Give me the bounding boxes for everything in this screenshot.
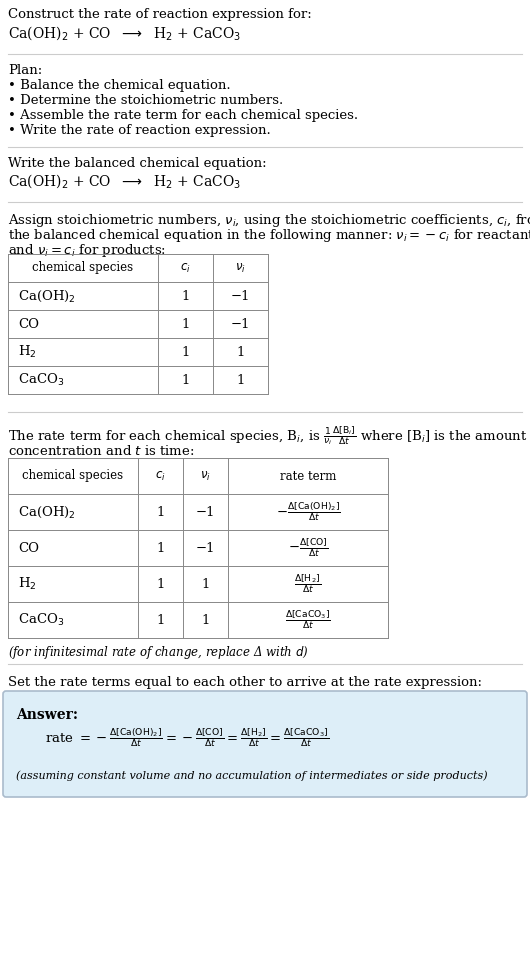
Text: • Determine the stoichiometric numbers.: • Determine the stoichiometric numbers.: [8, 94, 283, 107]
Text: −1: −1: [231, 290, 250, 303]
Text: • Write the rate of reaction expression.: • Write the rate of reaction expression.: [8, 124, 271, 137]
Text: Ca(OH)$_2$ + CO  $\longrightarrow$  H$_2$ + CaCO$_3$: Ca(OH)$_2$ + CO $\longrightarrow$ H$_2$ …: [8, 172, 241, 189]
Text: $\nu_i$: $\nu_i$: [235, 262, 246, 274]
Text: 1: 1: [156, 542, 165, 554]
Text: CaCO$_3$: CaCO$_3$: [18, 372, 64, 388]
Text: CaCO$_3$: CaCO$_3$: [18, 612, 64, 628]
Text: −1: −1: [196, 506, 215, 518]
Text: 1: 1: [181, 290, 190, 303]
Text: 1: 1: [201, 614, 210, 627]
Text: 1: 1: [156, 578, 165, 590]
Text: Ca(OH)$_2$ + CO  $\longrightarrow$  H$_2$ + CaCO$_3$: Ca(OH)$_2$ + CO $\longrightarrow$ H$_2$ …: [8, 24, 241, 42]
Text: rate term: rate term: [280, 469, 336, 482]
Text: rate $= -\frac{\Delta[\mathrm{Ca(OH)_2}]}{\Delta t} = -\frac{\Delta[\mathrm{CO}]: rate $= -\frac{\Delta[\mathrm{Ca(OH)_2}]…: [45, 726, 329, 749]
Text: chemical species: chemical species: [32, 262, 134, 274]
Text: H$_2$: H$_2$: [18, 576, 37, 592]
Text: 1: 1: [156, 614, 165, 627]
Text: $\frac{\Delta[\mathrm{CaCO_3}]}{\Delta t}$: $\frac{\Delta[\mathrm{CaCO_3}]}{\Delta t…: [285, 609, 331, 631]
Text: • Assemble the rate term for each chemical species.: • Assemble the rate term for each chemic…: [8, 109, 358, 122]
FancyBboxPatch shape: [3, 691, 527, 797]
Text: 1: 1: [181, 317, 190, 331]
Text: • Balance the chemical equation.: • Balance the chemical equation.: [8, 79, 231, 92]
Text: 1: 1: [236, 374, 245, 386]
Text: Ca(OH)$_2$: Ca(OH)$_2$: [18, 505, 76, 519]
Text: $\frac{\Delta[\mathrm{H_2}]}{\Delta t}$: $\frac{\Delta[\mathrm{H_2}]}{\Delta t}$: [295, 573, 322, 595]
Text: $c_i$: $c_i$: [180, 262, 191, 274]
Text: $\nu_i$: $\nu_i$: [200, 469, 211, 482]
Text: chemical species: chemical species: [22, 469, 123, 482]
Text: Answer:: Answer:: [16, 708, 78, 722]
Text: the balanced chemical equation in the following manner: $\nu_i = -c_i$ for react: the balanced chemical equation in the fo…: [8, 227, 530, 244]
Text: The rate term for each chemical species, B$_i$, is $\frac{1}{\nu_i}\frac{\Delta[: The rate term for each chemical species,…: [8, 424, 527, 447]
Text: concentration and $t$ is time:: concentration and $t$ is time:: [8, 444, 195, 458]
Text: −1: −1: [196, 542, 215, 554]
Text: (for infinitesimal rate of change, replace Δ with $d$): (for infinitesimal rate of change, repla…: [8, 644, 309, 661]
Text: CO: CO: [18, 542, 39, 554]
Text: Write the balanced chemical equation:: Write the balanced chemical equation:: [8, 157, 267, 170]
Text: CO: CO: [18, 317, 39, 331]
Text: Set the rate terms equal to each other to arrive at the rate expression:: Set the rate terms equal to each other t…: [8, 676, 482, 689]
Text: −1: −1: [231, 317, 250, 331]
Text: Assign stoichiometric numbers, $\nu_i$, using the stoichiometric coefficients, $: Assign stoichiometric numbers, $\nu_i$, …: [8, 212, 530, 229]
Text: 1: 1: [181, 374, 190, 386]
Text: $c_i$: $c_i$: [155, 469, 166, 482]
Text: 1: 1: [236, 346, 245, 358]
Text: $-\frac{\Delta[\mathrm{CO}]}{\Delta t}$: $-\frac{\Delta[\mathrm{CO}]}{\Delta t}$: [288, 537, 328, 559]
Text: 1: 1: [181, 346, 190, 358]
Text: H$_2$: H$_2$: [18, 344, 37, 360]
Text: 1: 1: [201, 578, 210, 590]
Text: Ca(OH)$_2$: Ca(OH)$_2$: [18, 288, 76, 304]
Text: (assuming constant volume and no accumulation of intermediates or side products): (assuming constant volume and no accumul…: [16, 770, 488, 781]
Text: and $\nu_i = c_i$ for products:: and $\nu_i = c_i$ for products:: [8, 242, 166, 259]
Text: 1: 1: [156, 506, 165, 518]
Text: Plan:: Plan:: [8, 64, 42, 77]
Text: $-\frac{\Delta[\mathrm{Ca(OH)_2}]}{\Delta t}$: $-\frac{\Delta[\mathrm{Ca(OH)_2}]}{\Delt…: [276, 501, 340, 523]
Text: Construct the rate of reaction expression for:: Construct the rate of reaction expressio…: [8, 8, 312, 21]
